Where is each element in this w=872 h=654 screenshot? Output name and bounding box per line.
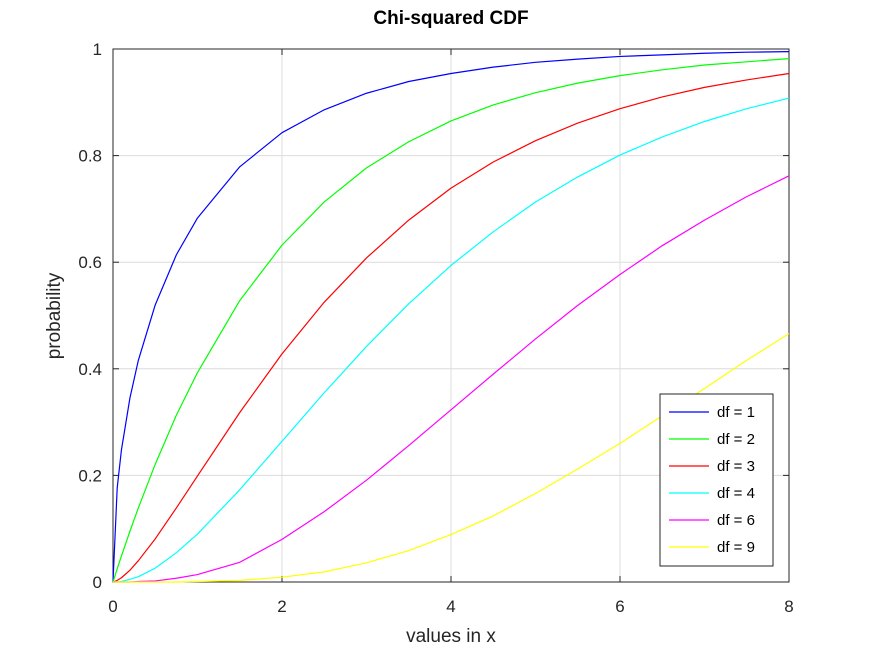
legend-label: df = 1 bbox=[717, 404, 755, 421]
legend-label: df = 3 bbox=[717, 458, 755, 475]
x-tick-label: 2 bbox=[277, 597, 286, 616]
series-line bbox=[113, 97, 790, 583]
axis-ticks: 0 2 4 6 8 0 0.2 0.4 0.6 0.8 1 bbox=[78, 40, 793, 616]
y-tick-label: 0 bbox=[93, 573, 102, 592]
legend: df = 1 df = 2 df = 3 df = 4 df = 6 df = 9 bbox=[659, 393, 774, 567]
grid-lines bbox=[113, 49, 789, 582]
y-tick-label: 0.6 bbox=[78, 253, 102, 272]
legend-label: df = 6 bbox=[717, 512, 755, 529]
legend-box bbox=[659, 393, 774, 567]
y-tick-label: 0.2 bbox=[78, 466, 102, 485]
series-line bbox=[112, 51, 790, 583]
series-lines bbox=[112, 51, 790, 583]
series-line bbox=[113, 333, 790, 583]
x-axis-label: values in x bbox=[406, 626, 496, 647]
legend-label: df = 9 bbox=[717, 539, 755, 556]
legend-label: df = 4 bbox=[717, 485, 755, 502]
y-axis-label: probability bbox=[44, 272, 65, 359]
chart-title: Chi-squared CDF bbox=[373, 8, 528, 29]
series-line bbox=[112, 57, 790, 583]
x-tick-label: 6 bbox=[615, 597, 624, 616]
y-tick-label: 0.4 bbox=[78, 360, 102, 379]
y-tick-label: 0.8 bbox=[78, 147, 102, 166]
x-tick-label: 4 bbox=[446, 597, 455, 616]
y-tick-label: 1 bbox=[93, 40, 102, 59]
legend-label: df = 2 bbox=[717, 431, 755, 448]
x-tick-label: 8 bbox=[784, 597, 793, 616]
x-tick-label: 0 bbox=[108, 597, 117, 616]
series-line bbox=[112, 72, 790, 583]
